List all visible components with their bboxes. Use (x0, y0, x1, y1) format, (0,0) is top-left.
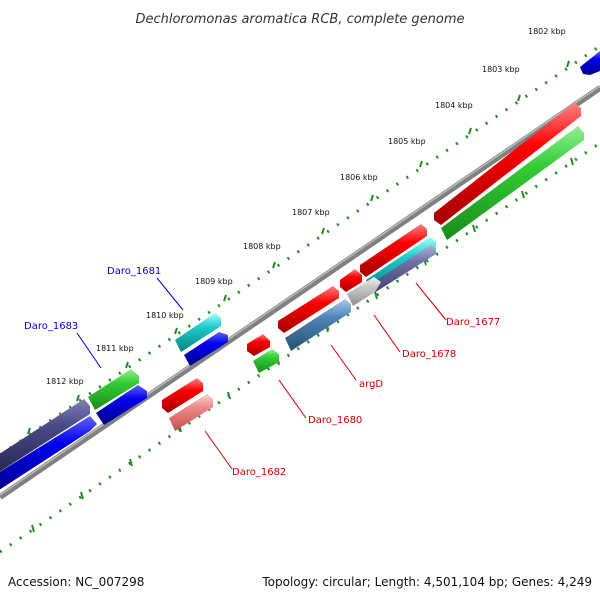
gene-feature[interactable] (369, 245, 436, 293)
gene-feature[interactable] (96, 385, 147, 425)
tick-label: 1802 kbp (528, 27, 566, 36)
gene-label-daro-1680[interactable]: Daro_1680 (308, 415, 362, 426)
map-title: Dechloromonas aromatica RCB, complete ge… (135, 12, 464, 27)
tick-labels: 1802 kbp 1803 kbp 1804 kbp 1805 kbp 1806… (46, 27, 566, 386)
gene-feature[interactable] (0, 399, 90, 474)
outer-major-ticks (27, 60, 570, 435)
gene-feature[interactable] (434, 103, 581, 225)
reverse-label-leaders (204, 282, 447, 470)
accession-text: Accession: NC_007298 (8, 575, 144, 589)
gene-feature[interactable] (175, 313, 221, 352)
gene-feature[interactable] (441, 126, 584, 240)
gene-label-daro-1681[interactable]: Daro_1681 (107, 266, 161, 277)
gene-label-daro-1678[interactable]: Daro_1678 (402, 349, 456, 360)
gene-label-daro-1682[interactable]: Daro_1682 (232, 467, 286, 478)
gene-feature[interactable] (580, 51, 600, 75)
gene-label-daro-1683[interactable]: Daro_1683 (24, 321, 78, 332)
gene-feature[interactable] (360, 224, 427, 277)
gene-feature[interactable] (169, 394, 213, 431)
outer-tick-track (0, 44, 600, 457)
tick-label: 1812 kbp (46, 377, 84, 386)
gene-label-daro-1677[interactable]: Daro_1677 (446, 317, 500, 328)
tick-label: 1810 kbp (146, 311, 184, 320)
gene-feature[interactable] (253, 349, 279, 373)
forward-label-leaders (76, 277, 184, 369)
gene-feature[interactable] (88, 369, 139, 410)
inner-tick-track (0, 141, 600, 554)
gene-feature[interactable] (347, 277, 381, 306)
gene-feature[interactable] (162, 378, 203, 413)
tick-label: 1809 kbp (195, 277, 233, 286)
tick-label: 1803 kbp (482, 65, 520, 74)
tick-label: 1804 kbp (435, 101, 473, 110)
tick-label: 1808 kbp (243, 242, 281, 251)
tick-label: 1805 kbp (388, 137, 426, 146)
genome-backbone-highlight (0, 85, 600, 496)
gene-label-argd[interactable]: argD (359, 379, 383, 390)
reverse-strand-genes (162, 103, 584, 431)
forward-strand-genes (0, 51, 600, 492)
gene-feature[interactable] (340, 269, 362, 292)
genome-backbone (0, 85, 600, 500)
gene-feature[interactable] (247, 334, 270, 356)
tick-label: 1806 kbp (340, 173, 378, 182)
genome-summary-text: Topology: circular; Length: 4,501,104 bp… (261, 575, 592, 589)
inner-major-ticks (31, 157, 574, 533)
tick-label: 1807 kbp (292, 208, 330, 217)
gene-feature[interactable] (285, 299, 351, 351)
tick-label: 1811 kbp (96, 344, 134, 353)
gene-feature[interactable] (0, 416, 97, 492)
gene-feature[interactable] (184, 332, 228, 366)
gene-feature[interactable] (278, 286, 339, 333)
